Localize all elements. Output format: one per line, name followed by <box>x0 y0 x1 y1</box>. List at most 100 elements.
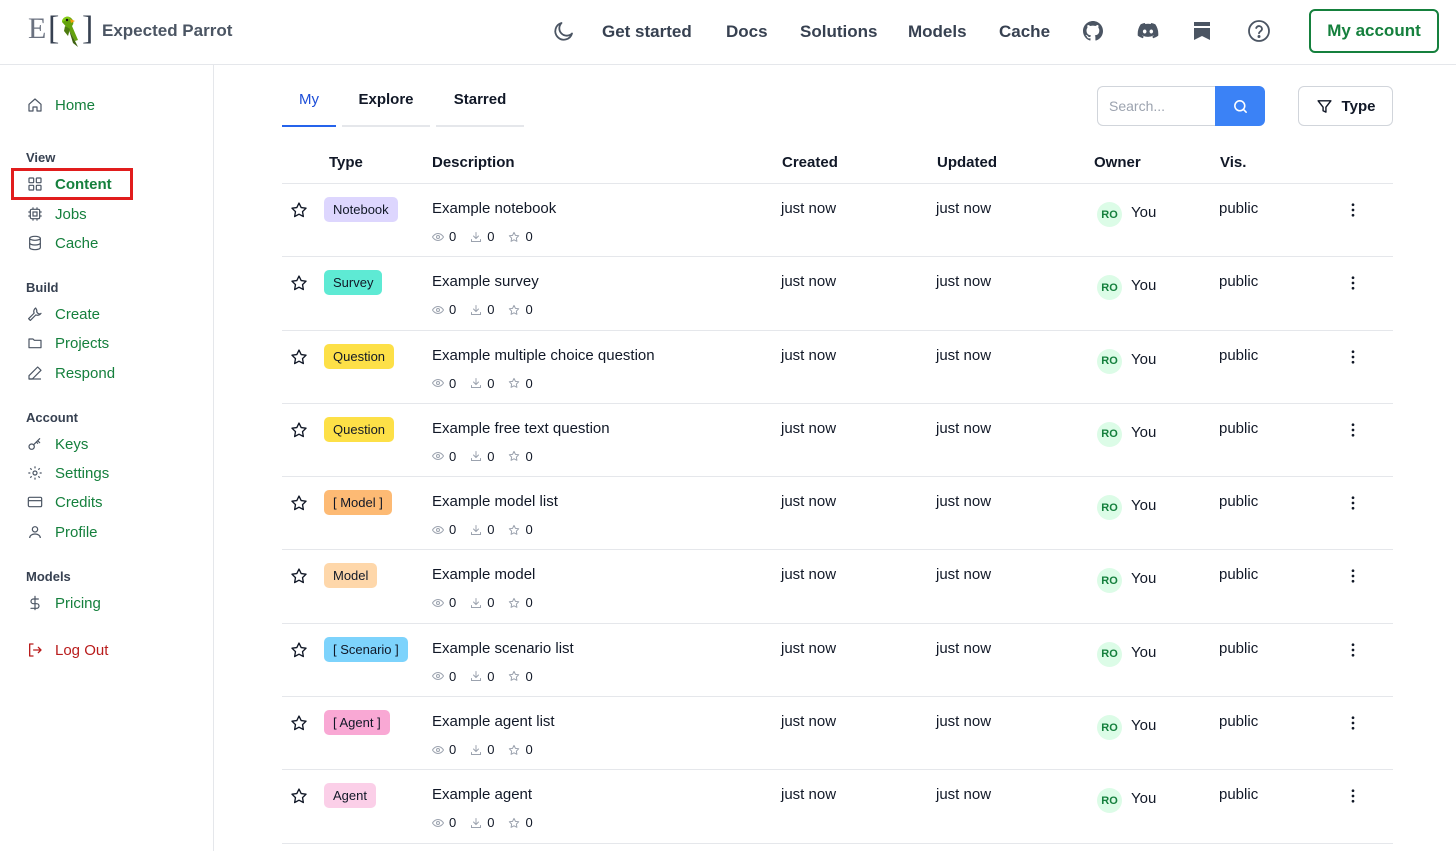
github-icon[interactable] <box>1080 18 1106 44</box>
row-description[interactable]: Example agent <box>432 786 533 804</box>
row-description[interactable]: Example survey <box>432 273 539 291</box>
table-row[interactable]: [ Agent ] Example agent list 0 0 0 just … <box>282 697 1393 771</box>
more-options-icon[interactable] <box>1344 567 1362 585</box>
search-button[interactable] <box>1215 86 1265 126</box>
more-options-icon[interactable] <box>1344 421 1362 439</box>
logout-icon <box>26 641 44 659</box>
nav-get-started[interactable]: Get started <box>602 22 692 41</box>
row-stats: 0 0 0 <box>432 669 547 684</box>
table-row[interactable]: Survey Example survey 0 0 0 just now jus… <box>282 257 1393 331</box>
moon-icon[interactable] <box>551 18 577 44</box>
star-outline-icon <box>508 450 520 462</box>
tab-explore[interactable]: Explore <box>342 74 430 127</box>
nav-models[interactable]: Models <box>908 22 967 41</box>
sidebar-item-logout[interactable]: Log Out <box>26 638 108 662</box>
type-filter-button[interactable]: Type <box>1298 86 1393 126</box>
stars-count: 0 <box>525 448 533 464</box>
nav-solutions[interactable]: Solutions <box>800 22 878 41</box>
row-description[interactable]: Example free text question <box>432 419 610 437</box>
more-options-icon[interactable] <box>1344 201 1362 219</box>
star-icon[interactable] <box>290 641 308 659</box>
tab-my[interactable]: My <box>282 74 336 127</box>
pencil-icon <box>26 364 44 382</box>
nav-cache[interactable]: Cache <box>999 22 1051 41</box>
row-description[interactable]: Example multiple choice question <box>432 346 655 364</box>
more-options-icon[interactable] <box>1344 274 1362 292</box>
eye-icon <box>432 670 444 682</box>
table-row[interactable]: Question Example multiple choice questio… <box>282 331 1393 404</box>
brand[interactable]: E [ ] Expected Parrot <box>28 12 232 50</box>
sidebar-item-settings[interactable]: Settings <box>26 461 109 485</box>
sidebar-item-jobs[interactable]: Jobs <box>26 202 87 226</box>
row-updated: just now <box>936 639 992 657</box>
star-icon[interactable] <box>290 787 308 805</box>
column-type[interactable]: Type <box>329 154 363 171</box>
row-description[interactable]: Example model list <box>432 493 558 511</box>
more-options-icon[interactable] <box>1344 494 1362 512</box>
table-row[interactable]: Agent Example agent 0 0 0 just now just … <box>282 770 1393 844</box>
column-created[interactable]: Created <box>782 154 838 171</box>
sidebar-item-keys[interactable]: Keys <box>26 432 88 456</box>
table-row[interactable]: Question Example free text question 0 0 … <box>282 404 1393 478</box>
row-updated: just now <box>936 419 992 437</box>
sidebar-item-create[interactable]: Create <box>26 302 100 326</box>
sidebar-item-content[interactable]: Content <box>26 172 112 196</box>
search-input[interactable] <box>1097 86 1215 126</box>
sidebar-item-credits[interactable]: Credits <box>26 490 103 514</box>
sidebar-item-respond[interactable]: Respond <box>26 361 115 385</box>
more-options-icon[interactable] <box>1344 714 1362 732</box>
table-row[interactable]: Model Example model 0 0 0 just now just … <box>282 550 1393 624</box>
column-description[interactable]: Description <box>432 154 515 171</box>
owner-name: You <box>1131 350 1157 368</box>
sidebar-item-projects[interactable]: Projects <box>26 331 109 355</box>
star-icon[interactable] <box>290 421 308 439</box>
discord-icon[interactable] <box>1135 18 1161 44</box>
row-description[interactable]: Example agent list <box>432 713 555 731</box>
brand-name: Expected Parrot <box>102 21 233 40</box>
blog-icon[interactable] <box>1189 18 1215 44</box>
star-icon[interactable] <box>290 348 308 366</box>
grid-icon <box>26 175 44 193</box>
row-description[interactable]: Example model <box>432 566 536 584</box>
chip-icon <box>26 205 44 223</box>
row-updated: just now <box>936 566 992 584</box>
views-stat: 0 <box>432 669 456 684</box>
sidebar-item-cache[interactable]: Cache <box>26 231 98 255</box>
views-stat: 0 <box>432 815 456 830</box>
row-stats: 0 0 0 <box>432 302 547 317</box>
table-row[interactable]: [ Model ] Example model list 0 0 0 just … <box>282 477 1393 551</box>
star-icon[interactable] <box>290 494 308 512</box>
table-header: Type Description Created Updated Owner V… <box>282 142 1393 184</box>
sidebar-item-home[interactable]: Home <box>26 93 95 117</box>
sidebar-item-profile[interactable]: Profile <box>26 520 98 544</box>
star-icon[interactable] <box>290 567 308 585</box>
sidebar-item-label: Pricing <box>55 594 101 612</box>
column-updated[interactable]: Updated <box>937 154 997 171</box>
row-updated: just now <box>936 346 992 364</box>
column-owner[interactable]: Owner <box>1094 154 1141 171</box>
more-options-icon[interactable] <box>1344 348 1362 366</box>
row-description[interactable]: Example notebook <box>432 200 557 217</box>
sidebar-item-pricing[interactable]: Pricing <box>26 591 101 615</box>
eye-icon <box>432 377 444 389</box>
downloads-count: 0 <box>487 595 495 611</box>
downloads-count: 0 <box>487 302 495 318</box>
star-icon[interactable] <box>290 714 308 732</box>
more-options-icon[interactable] <box>1344 787 1362 805</box>
table-row[interactable]: Notebook Example notebook 0 0 0 just now… <box>282 184 1393 258</box>
star-icon[interactable] <box>290 274 308 292</box>
row-visibility: public <box>1219 639 1259 657</box>
sidebar <box>0 65 214 851</box>
table-row[interactable]: [ Scenario ] Example scenario list 0 0 0… <box>282 624 1393 698</box>
column-visibility[interactable]: Vis. <box>1220 154 1247 171</box>
owner-name: You <box>1131 497 1157 515</box>
help-icon[interactable] <box>1246 18 1272 44</box>
row-description[interactable]: Example scenario list <box>432 639 574 657</box>
my-account-button[interactable]: My account <box>1309 9 1439 53</box>
tab-starred[interactable]: Starred <box>436 74 524 127</box>
more-options-icon[interactable] <box>1344 641 1362 659</box>
star-icon[interactable] <box>290 201 308 219</box>
row-owner: RO You <box>1097 491 1157 521</box>
sidebar-item-label: Jobs <box>55 205 87 223</box>
nav-docs[interactable]: Docs <box>726 22 768 41</box>
